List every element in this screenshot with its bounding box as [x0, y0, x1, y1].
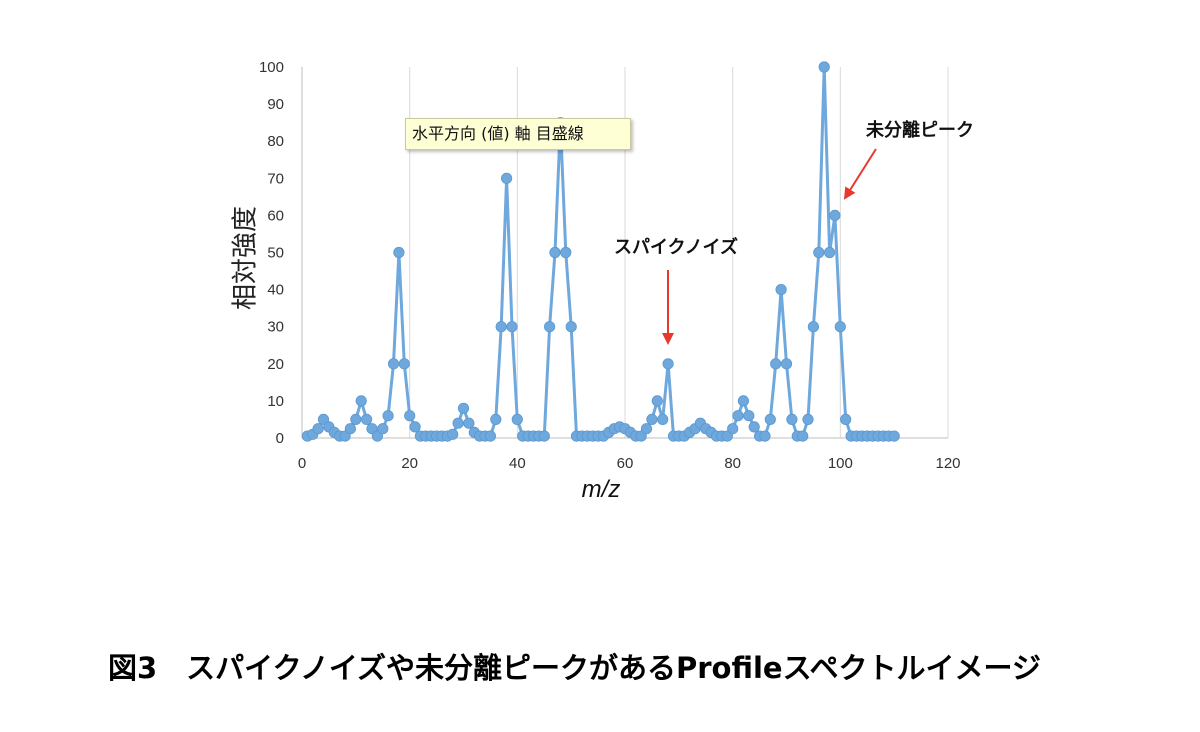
data-point [344, 423, 356, 435]
y-tick-label: 60 [267, 207, 284, 224]
annotation-label: 未分離ピーク [866, 119, 974, 141]
data-point [727, 423, 739, 435]
data-point [786, 413, 798, 425]
x-tick-label: 40 [509, 455, 526, 472]
data-point [640, 423, 653, 435]
data-point [393, 246, 405, 259]
data-point [813, 246, 825, 259]
y-tick-label: 100 [259, 59, 284, 76]
data-point [447, 428, 459, 440]
data-point [360, 413, 373, 425]
y-tick-label: 0 [276, 430, 284, 447]
data-point [748, 421, 760, 433]
data-point [457, 402, 470, 414]
x-tick-label: 80 [724, 455, 741, 472]
data-point [409, 421, 421, 433]
data-point [511, 413, 523, 425]
x-tick-label: 60 [617, 455, 634, 472]
data-point [506, 321, 518, 333]
data-point [382, 410, 394, 422]
data-point [538, 430, 550, 442]
data-point [312, 423, 324, 435]
x-tick-label: 100 [828, 455, 853, 472]
data-point [543, 321, 556, 333]
data-point [829, 209, 841, 221]
data-point [350, 413, 362, 425]
data-point [818, 61, 830, 73]
data-point [737, 395, 750, 407]
y-tick-label: 40 [267, 282, 284, 299]
data-point [775, 283, 787, 296]
data-point [404, 410, 416, 422]
data-point [646, 413, 658, 425]
data-point [840, 413, 852, 425]
annotations: スパイクノイズ 未分離ピーク [614, 119, 974, 345]
y-tick-label: 50 [267, 245, 284, 262]
axes: 0 20 40 60 80 100 120 0 10 20 30 40 50 60 70 80 90 100 [259, 59, 961, 472]
x-tick-label: 20 [401, 455, 418, 472]
gridline-tooltip: 水平方向 (値) 軸 目盛線 [405, 118, 631, 150]
data-point [355, 395, 367, 407]
data-point [560, 246, 572, 259]
data-point [651, 395, 663, 407]
y-tick-label: 90 [267, 96, 284, 113]
y-tick-label: 20 [267, 356, 284, 373]
data-point [834, 321, 846, 333]
data-point [662, 358, 674, 370]
y-tick-label: 10 [267, 393, 284, 410]
y-axis-title: 相対強度 [231, 206, 261, 310]
data-point [743, 410, 755, 422]
y-tick-label: 30 [267, 319, 284, 336]
data-point [398, 358, 410, 370]
y-tick-label: 80 [267, 133, 284, 150]
x-axis-title: m/z [582, 476, 621, 503]
data-point [770, 358, 782, 370]
data-point [387, 358, 400, 370]
data-point [732, 410, 744, 422]
data-point [490, 413, 502, 425]
data-point [657, 413, 669, 425]
data-point [565, 321, 577, 333]
data-point [317, 413, 330, 425]
annotation-label: スパイクノイズ [614, 236, 738, 258]
annotation-arrow [843, 148, 877, 200]
x-tick-label: 120 [935, 455, 960, 472]
data-point [802, 413, 814, 425]
data-point [549, 246, 561, 259]
data-point [764, 413, 776, 425]
data-point [452, 417, 464, 429]
figure-caption: 図3 スパイクノイズや未分離ピークがあるProfileスペクトルイメージ [108, 651, 1041, 685]
data-point [888, 430, 900, 442]
data-point [500, 172, 513, 184]
y-tick-label: 70 [267, 170, 284, 187]
data-point [780, 358, 793, 370]
data-point [807, 321, 820, 333]
data-point [759, 430, 771, 442]
x-tick-label: 0 [298, 455, 306, 472]
data-point [484, 430, 496, 442]
data-point [377, 423, 389, 435]
data-point [823, 246, 836, 259]
data-point [797, 430, 809, 442]
data-point [463, 417, 475, 429]
data-point [495, 321, 507, 333]
